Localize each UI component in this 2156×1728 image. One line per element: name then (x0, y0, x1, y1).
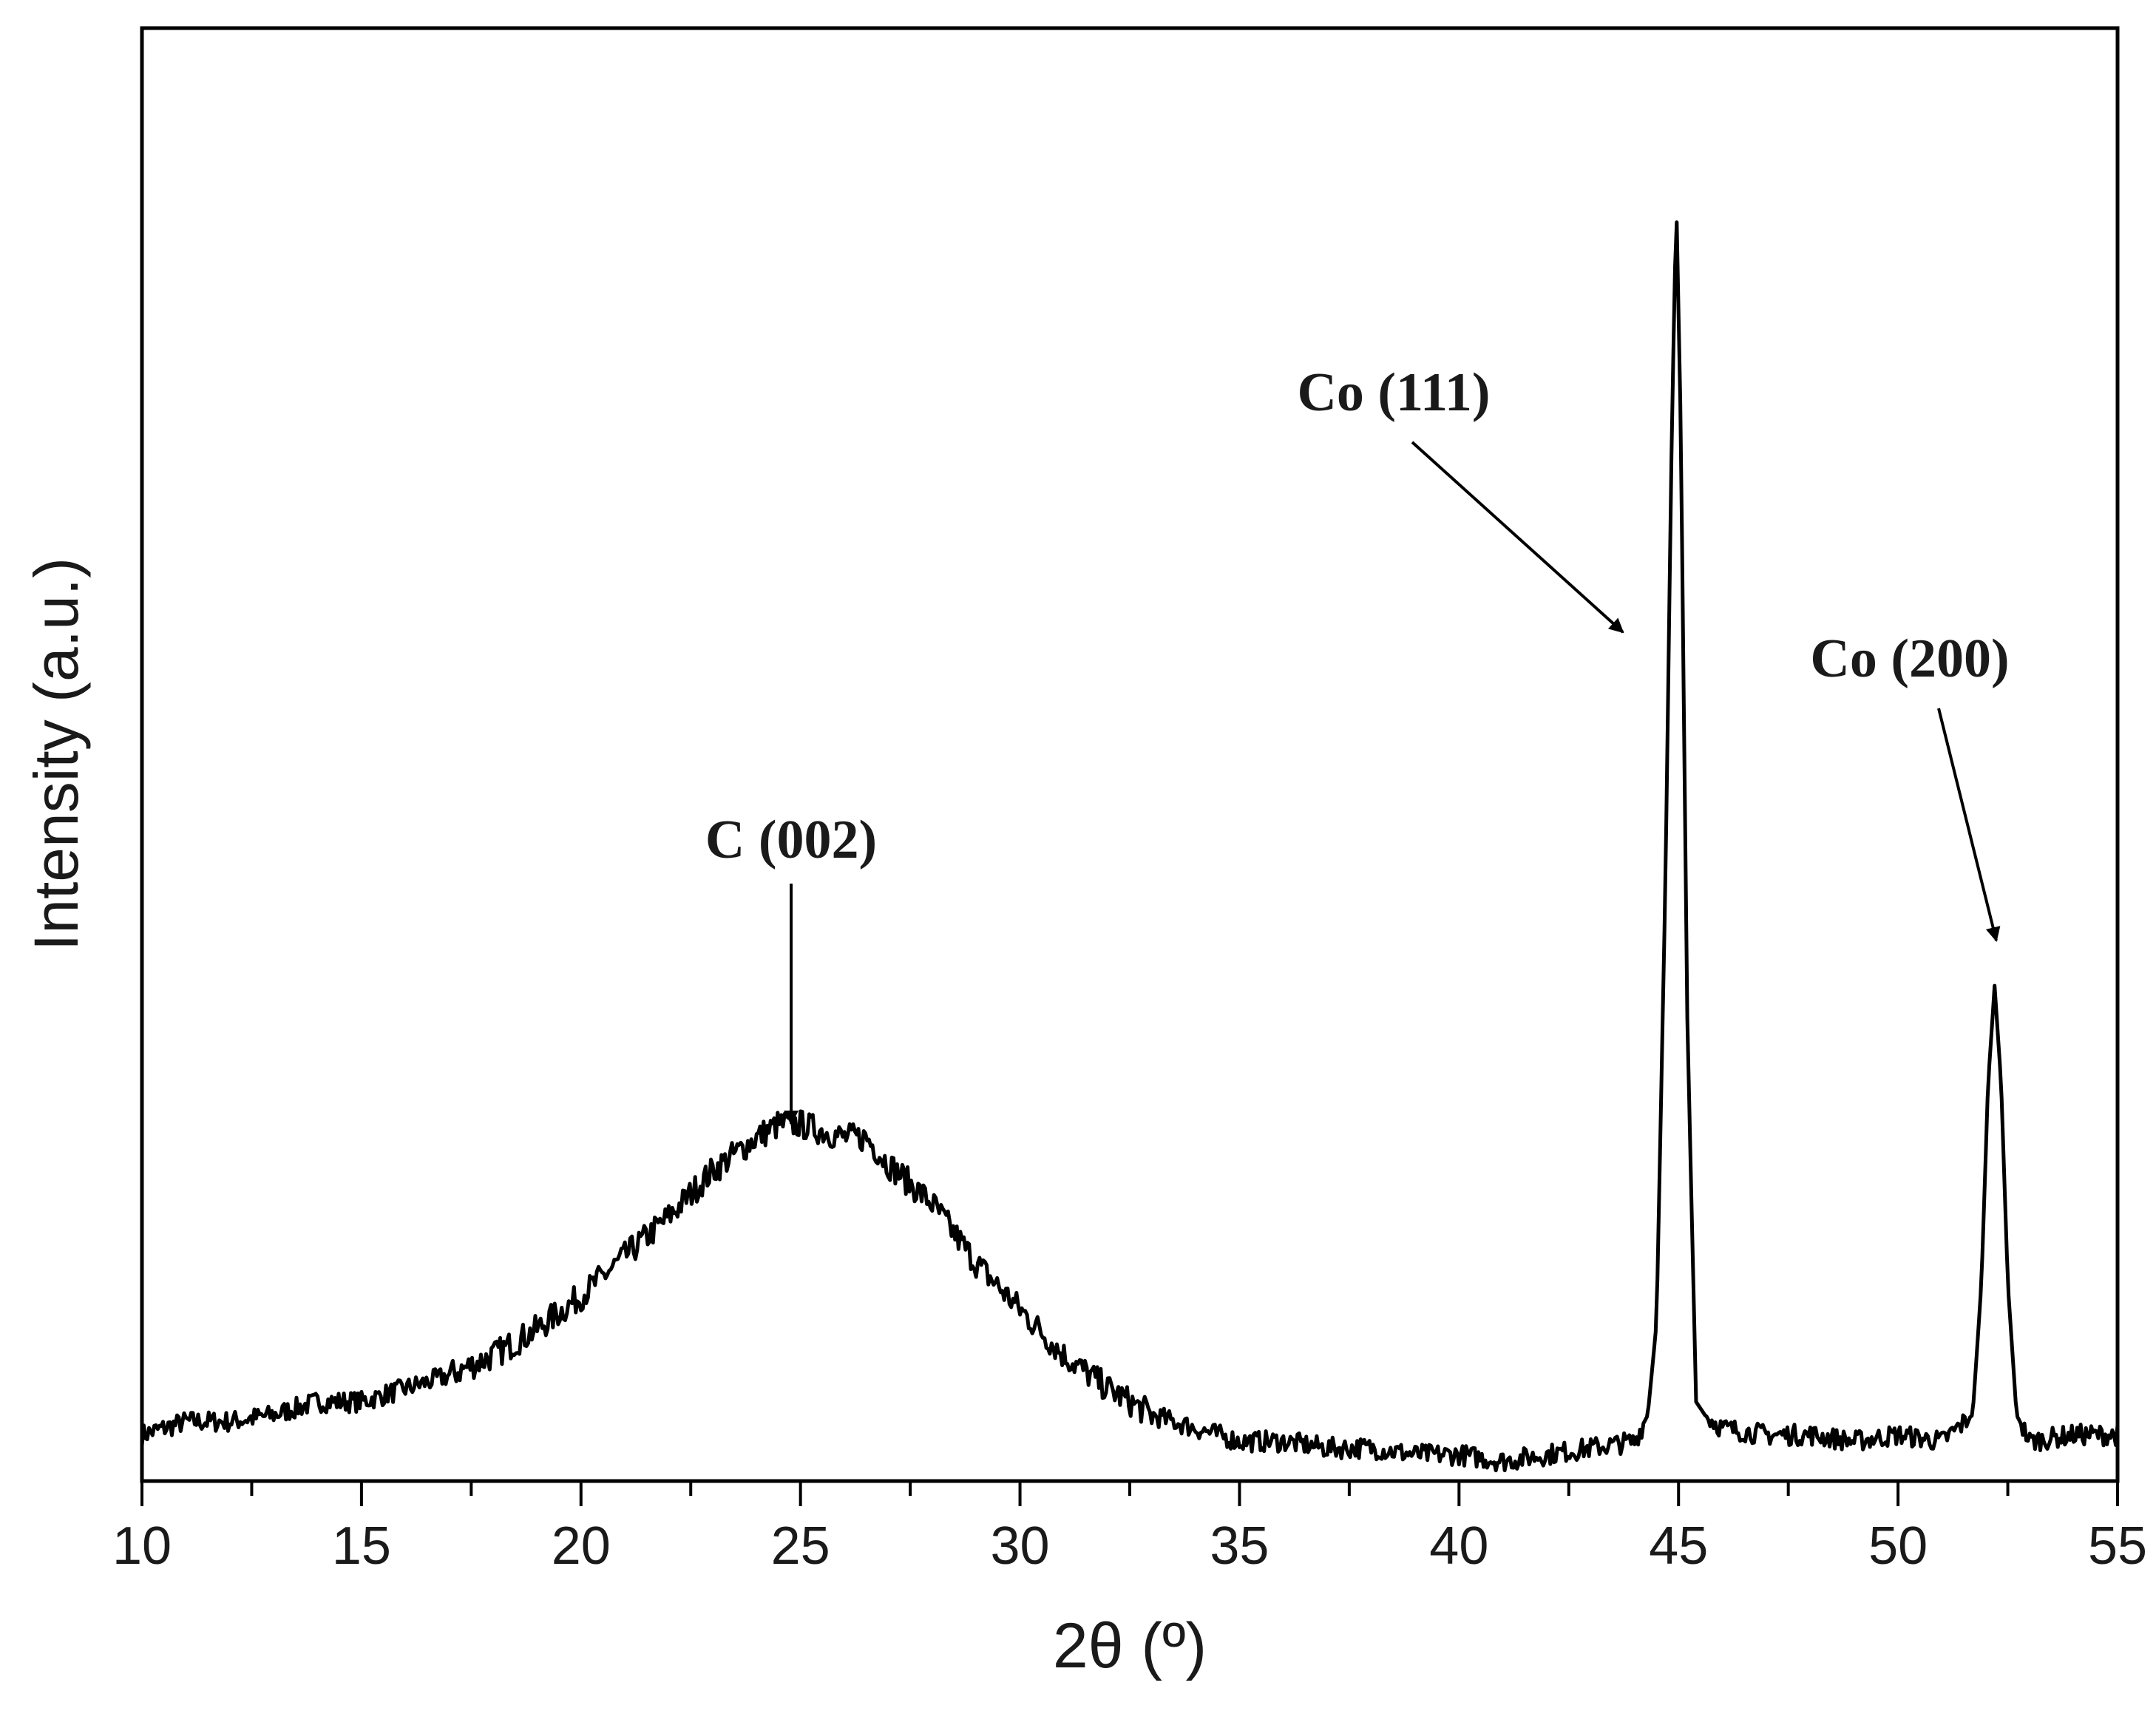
annotations: C (002) Co (111) Co (200) (705, 362, 2010, 1125)
series-line (140, 220, 2120, 1473)
x-axis-label: 2θ (º) (1053, 1610, 1207, 1681)
annotation-arrow-co-111 (1411, 441, 1624, 634)
x-tick-label: 25 (771, 1517, 830, 1576)
x-tick-label: 50 (1868, 1517, 1928, 1576)
x-tick-label: 35 (1210, 1517, 1269, 1576)
plot-frame (140, 26, 2120, 1483)
x-tick-label: 40 (1429, 1517, 1488, 1576)
annotation-label-co-200: Co (200) (1810, 628, 2009, 689)
x-tick-label: 55 (2088, 1517, 2147, 1576)
x-tick-label: 10 (112, 1517, 172, 1576)
annotation-label-c-002: C (002) (705, 810, 877, 870)
annotation-arrow-co-200 (1937, 708, 2001, 942)
x-tick-label: 20 (552, 1517, 611, 1576)
x-axis-tick-labels: 10 15 20 25 30 35 40 45 50 55 (112, 1517, 2147, 1576)
y-axis-label: Intensity (a.u.) (21, 558, 91, 951)
x-tick-label: 15 (332, 1517, 391, 1576)
x-tick-label: 30 (991, 1517, 1050, 1576)
x-tick-label: 45 (1649, 1517, 1708, 1576)
x-axis-ticks (140, 1481, 2119, 1506)
annotation-label-co-111: Co (111) (1297, 362, 1490, 423)
